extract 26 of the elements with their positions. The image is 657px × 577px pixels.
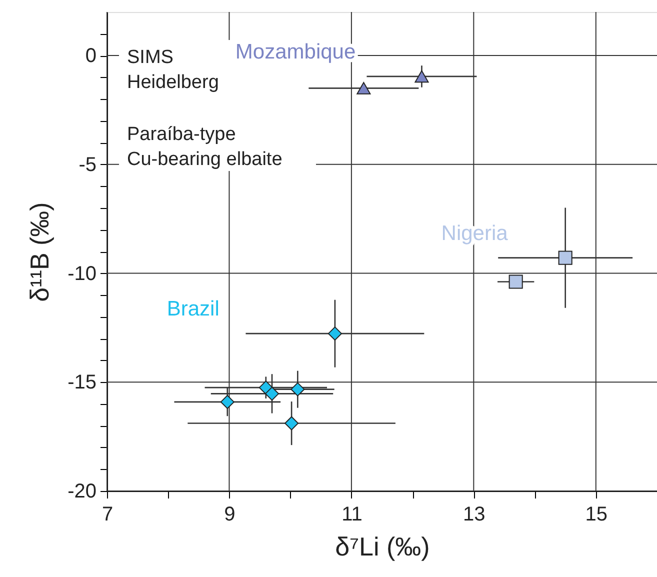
x-tick-label: 13 (463, 504, 486, 526)
x-tick-label: 9 (224, 504, 236, 526)
y-tick-label: -15 (68, 372, 96, 394)
y-tick-label: -10 (68, 262, 96, 285)
point (356, 82, 371, 94)
point (328, 326, 342, 341)
annotation: SIMS (127, 47, 174, 68)
point (508, 274, 523, 289)
annotation: Cu-bearing elbaite (127, 149, 282, 170)
annotation: Heidelberg (127, 72, 219, 93)
y-tick-label: 0 (85, 45, 96, 68)
point (290, 382, 305, 396)
point (558, 250, 572, 265)
text: Brazil (166, 298, 220, 321)
y-tick-label: -20 (68, 480, 96, 502)
x-tick-label: 15 (585, 504, 608, 526)
point (220, 394, 234, 409)
point (264, 386, 280, 401)
x-tick-label: 7 (102, 504, 114, 526)
x-tick-label: 11 (342, 504, 362, 526)
y-tick-label: -5 (78, 154, 96, 176)
annotation: Paraíba-type (127, 124, 236, 145)
point (414, 70, 429, 83)
y-axis-title: δ¹¹B (‰) (24, 202, 55, 302)
point (284, 416, 299, 430)
x-axis-title: δ⁷Li (‰) (335, 532, 430, 562)
